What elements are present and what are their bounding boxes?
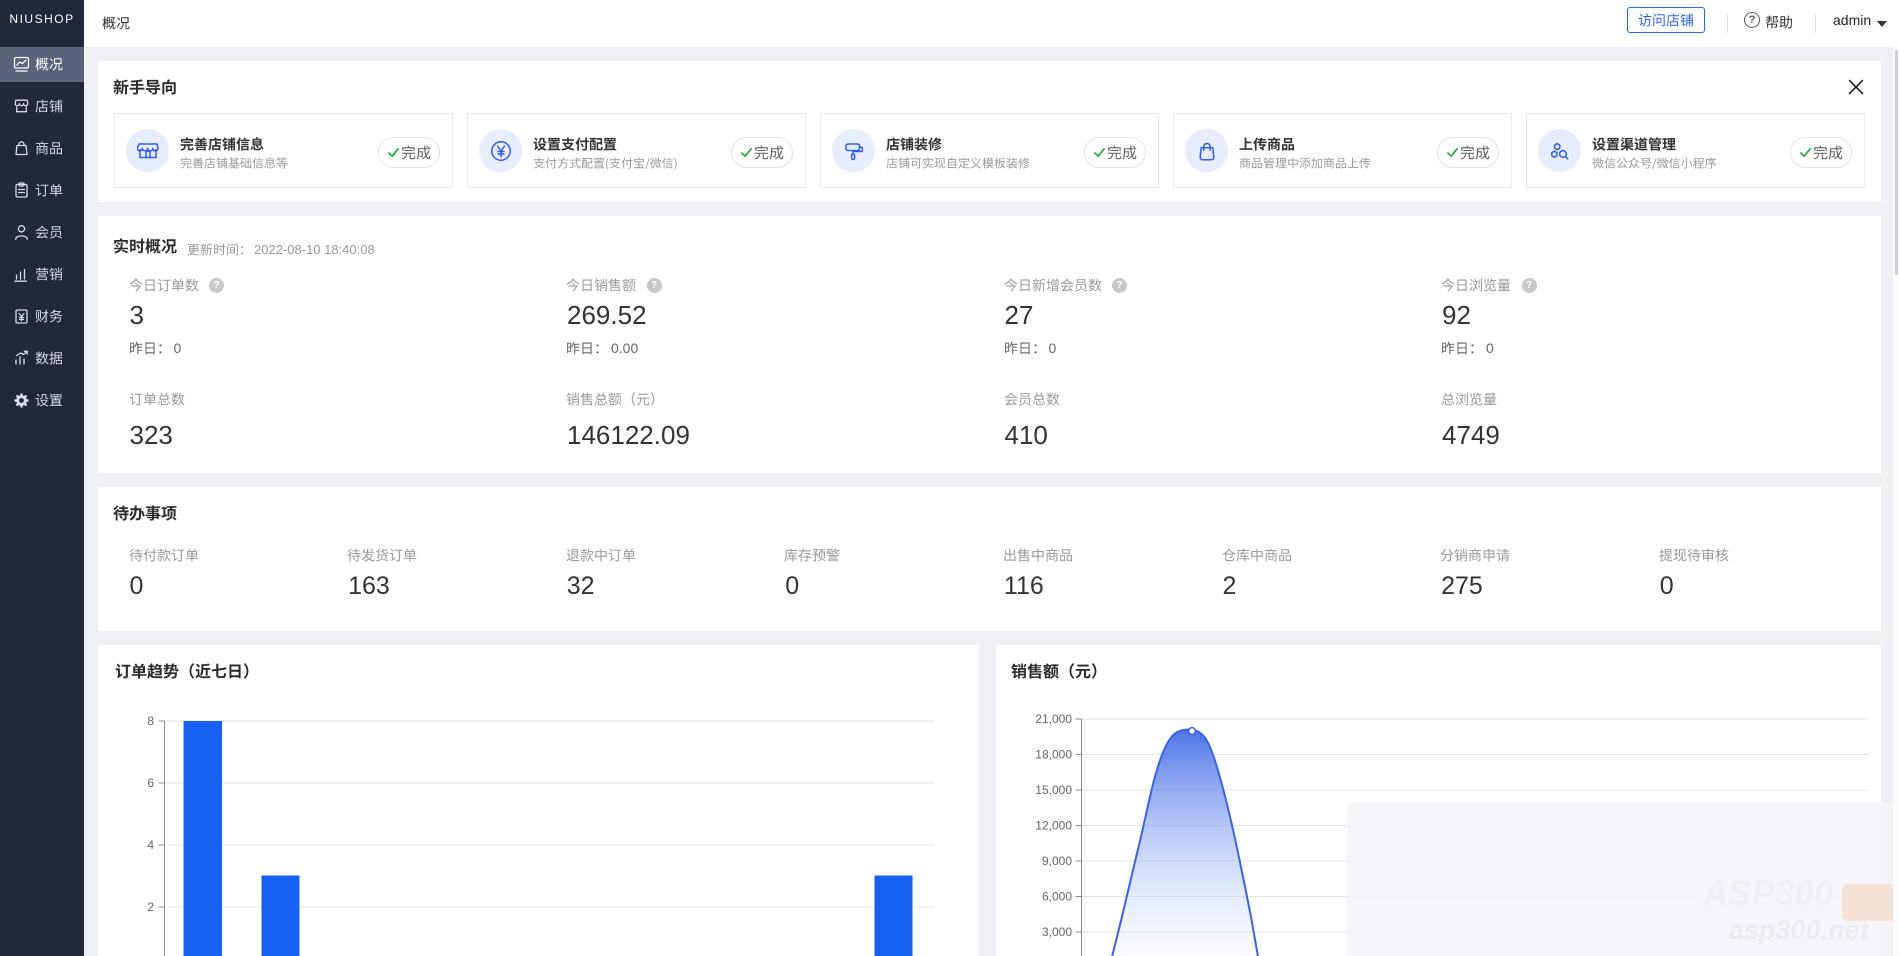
svg-text:21,000: 21,000 (1035, 712, 1072, 726)
svg-text:3,000: 3,000 (1042, 925, 1072, 939)
svg-text:12,000: 12,000 (1035, 819, 1072, 833)
svg-text:15,000: 15,000 (1035, 783, 1072, 797)
svg-text:6: 6 (147, 776, 154, 790)
svg-text:8: 8 (147, 714, 154, 728)
svg-text:2: 2 (147, 900, 154, 914)
svg-text:6,000: 6,000 (1042, 890, 1072, 904)
svg-text:9,000: 9,000 (1042, 854, 1072, 868)
svg-text:4: 4 (147, 838, 154, 852)
svg-text:18,000: 18,000 (1035, 748, 1072, 762)
